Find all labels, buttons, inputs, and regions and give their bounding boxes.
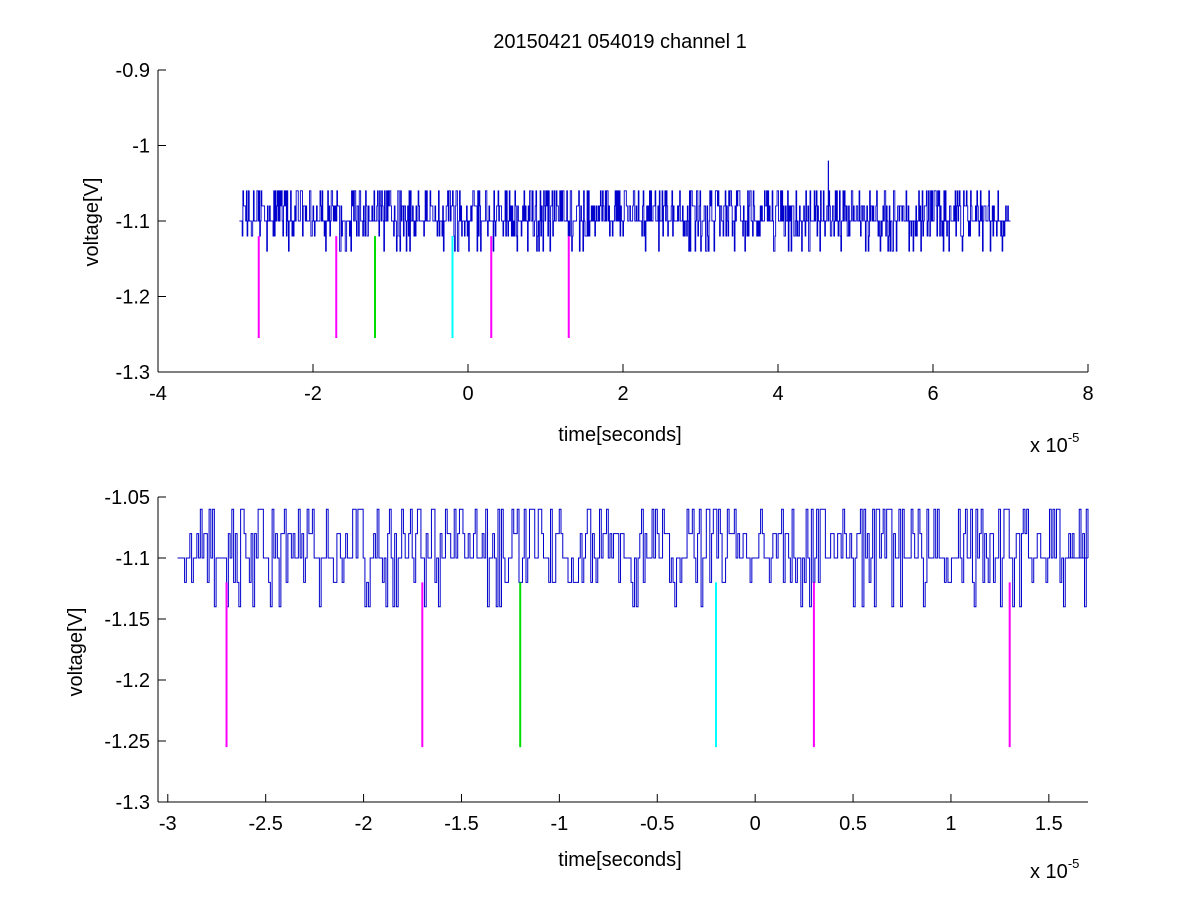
bottom-plot-x-tick-label: -2	[355, 813, 373, 835]
bottom-plot-y-tick-label: -1.15	[104, 609, 150, 631]
figure-title: 20150421 054019 channel 1	[493, 31, 747, 53]
bottom-plot-x-multiplier-exponent: -5	[1068, 856, 1080, 871]
top-plot-y-tick-label: -1.3	[116, 362, 150, 384]
bottom-plot-x-multiplier-base: x 10	[1030, 861, 1068, 883]
bottom-plot-signal-layer	[177, 508, 1089, 608]
top-plot-x-multiplier-base: x 10	[1030, 435, 1068, 457]
bottom-plot-x-tick-label: 1.5	[1035, 813, 1063, 835]
bottom-plot-signal-line	[177, 508, 1089, 608]
top-plot-x-tick-label: 2	[617, 383, 628, 405]
top-plot-x-tick-label: 4	[772, 383, 783, 405]
bottom-plot-y-tick-label: -1.05	[104, 487, 150, 509]
bottom-plot-axes: -3 -2.5 -2 -1.5 -1 -0.5 0 0.5 1 1.5 -1.3 -1.25 -1.2 -…	[104, 487, 1088, 835]
top-plot-x-multiplier: x 10-5	[1030, 430, 1079, 457]
top-plot: -4 -2 0 2 4 6 8 -1.3 -1.2 -1.1 -1 -0.9 time[seconds…	[81, 60, 1094, 457]
bottom-plot-x-tick-label: 0.5	[839, 813, 867, 835]
top-plot-ylabel: voltage[V]	[81, 178, 103, 267]
top-plot-y-tick-label: -0.9	[116, 60, 150, 82]
top-plot-signal-line	[239, 190, 1011, 252]
bottom-plot-ylabel: voltage[V]	[65, 608, 87, 697]
top-plot-xlabel: time[seconds]	[558, 424, 681, 446]
bottom-plot-x-tick-label: -0.5	[640, 813, 674, 835]
bottom-plot-x-multiplier: x 10-5	[1030, 856, 1079, 883]
bottom-plot-x-tick-label: -1	[550, 813, 568, 835]
top-plot-x-tick-label: -2	[304, 383, 322, 405]
top-plot-signal-layer	[239, 160, 1011, 252]
top-plot-markers	[257, 236, 570, 339]
bottom-plot-y-tick-label: -1.1	[116, 548, 150, 570]
top-plot-x-tick-label: 0	[462, 383, 473, 405]
top-plot-y-tick-label: -1.2	[116, 287, 150, 309]
bottom-plot-y-tick-label: -1.2	[116, 670, 150, 692]
bottom-plot-x-tick-label: -3	[159, 813, 177, 835]
top-plot-y-tick-label: -1	[132, 136, 150, 158]
bottom-plot: -3 -2.5 -2 -1.5 -1 -0.5 0 0.5 1 1.5 -1.3 -1.25 -1.2 -…	[65, 487, 1089, 883]
bottom-plot-x-tick-label: 1	[945, 813, 956, 835]
top-plot-x-multiplier-exponent: -5	[1068, 430, 1080, 445]
bottom-plot-x-tick-label: 0	[750, 813, 761, 835]
top-plot-x-tick-label: 6	[927, 383, 938, 405]
bottom-plot-y-tick-label: -1.25	[104, 731, 150, 753]
top-plot-y-tick-label: -1.1	[116, 211, 150, 233]
bottom-plot-markers	[225, 582, 1011, 748]
top-plot-x-tick-label: -4	[149, 383, 167, 405]
top-plot-axes: -4 -2 0 2 4 6 8 -1.3 -1.2 -1.1 -1 -0.9	[116, 60, 1094, 405]
bottom-plot-x-tick-label: -2.5	[248, 813, 282, 835]
bottom-plot-x-tick-label: -1.5	[444, 813, 478, 835]
bottom-plot-xlabel: time[seconds]	[558, 849, 681, 871]
bottom-plot-y-tick-label: -1.3	[116, 792, 150, 814]
top-plot-x-tick-label: 8	[1082, 383, 1093, 405]
